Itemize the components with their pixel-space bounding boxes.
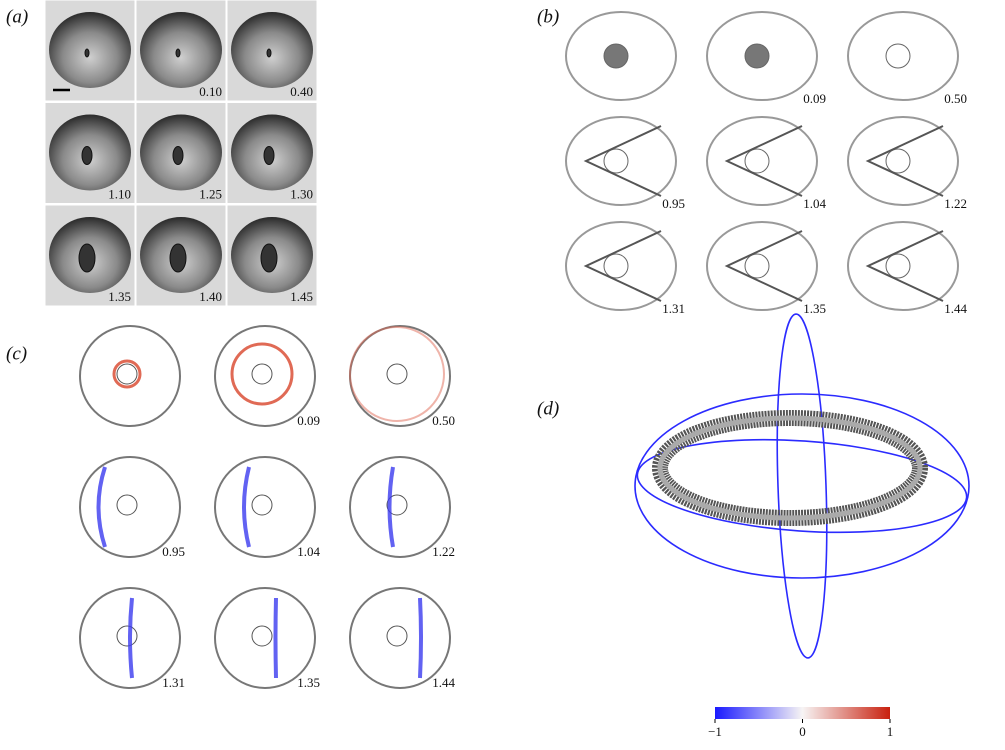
pressure-ring — [350, 327, 444, 421]
bubble — [252, 364, 272, 384]
bubble — [886, 254, 910, 278]
time-label: 1.40 — [199, 289, 222, 304]
shock-front — [868, 126, 943, 196]
panel-label: (c) — [6, 343, 27, 364]
time-label: 0.09 — [803, 91, 826, 106]
simulation-outline — [566, 117, 676, 205]
time-label: 0.50 — [432, 413, 455, 428]
bubble — [117, 364, 137, 384]
colorbar-tick-label: −1 — [708, 724, 722, 739]
time-label: 1.25 — [199, 186, 222, 201]
bubble — [176, 49, 180, 57]
vortex-ring-highlight — [660, 418, 920, 518]
simulation-outline — [707, 117, 817, 205]
bubble — [173, 147, 183, 165]
time-label: 1.22 — [432, 544, 455, 559]
time-label: 1.45 — [290, 289, 313, 304]
colorbar-tick-label: 0 — [799, 724, 806, 739]
simulation-outline — [215, 457, 315, 557]
colorbar — [715, 707, 890, 719]
time-label: 0.40 — [290, 84, 313, 99]
time-label: 1.31 — [162, 675, 185, 690]
time-label: 1.44 — [432, 675, 455, 690]
pressure-ring — [114, 361, 140, 387]
time-label: 1.35 — [297, 675, 320, 690]
time-label: 1.35 — [803, 301, 826, 316]
pressure-front — [276, 598, 277, 678]
colorbar-tick-label: 1 — [887, 724, 894, 739]
simulation-outline — [350, 457, 450, 557]
pressure-front — [244, 467, 249, 547]
bubble — [745, 149, 769, 173]
drop — [231, 12, 313, 88]
panel-label: (b) — [537, 6, 559, 27]
time-label: 0.10 — [199, 84, 222, 99]
time-label: 0.09 — [297, 413, 320, 428]
pressure-front — [420, 598, 421, 678]
simulation-outline — [848, 222, 958, 310]
simulation-outline — [80, 457, 180, 557]
simulation-outline — [350, 588, 450, 688]
bubble — [886, 44, 910, 68]
time-label: 1.31 — [662, 301, 685, 316]
simulation-outline — [707, 222, 817, 310]
simulation-outline — [215, 588, 315, 688]
bubble — [117, 495, 137, 515]
time-label: 0.95 — [662, 196, 685, 211]
simulation-outline — [848, 12, 958, 100]
bubble — [267, 49, 271, 57]
simulation-outline — [350, 326, 450, 426]
simulation-outline — [215, 326, 315, 426]
shock-front — [868, 231, 943, 301]
bubble — [252, 495, 272, 515]
bubble — [745, 254, 769, 278]
time-label: 1.44 — [944, 301, 967, 316]
bubble — [79, 244, 95, 272]
bubble — [745, 44, 769, 68]
simulation-outline — [80, 326, 180, 426]
pressure-front — [99, 467, 106, 547]
bubble — [117, 626, 137, 646]
drop — [140, 12, 222, 88]
bubble — [82, 147, 92, 165]
time-label: 1.22 — [944, 196, 967, 211]
pressure-ring — [232, 344, 292, 404]
drop — [49, 12, 131, 88]
time-label: 1.04 — [803, 196, 826, 211]
pressure-front — [390, 467, 394, 547]
bubble — [604, 149, 628, 173]
panel-label: (a) — [6, 6, 28, 27]
shock-front — [586, 231, 661, 301]
time-label: 1.04 — [297, 544, 320, 559]
panel-label: (d) — [537, 398, 559, 419]
time-label: 1.10 — [108, 186, 131, 201]
shock-front — [586, 126, 661, 196]
bubble — [886, 149, 910, 173]
figure: (a) (b) (c) (d) 0.10 0.40 1.10 1.25 1.30 1.35… — [0, 0, 1005, 750]
time-label: 0.50 — [944, 91, 967, 106]
pressure-front — [130, 598, 132, 678]
bubble — [604, 254, 628, 278]
shock-front — [727, 126, 802, 196]
bubble — [252, 626, 272, 646]
bubble — [264, 147, 274, 165]
bubble — [170, 244, 186, 272]
bubble — [85, 49, 89, 57]
time-label: 1.30 — [290, 186, 313, 201]
time-label: 1.35 — [108, 289, 131, 304]
bubble — [261, 244, 277, 272]
shock-front — [727, 231, 802, 301]
simulation-outline — [566, 222, 676, 310]
bubble — [387, 626, 407, 646]
bubble — [604, 44, 628, 68]
bubble — [387, 364, 407, 384]
time-label: 0.95 — [162, 544, 185, 559]
simulation-outline — [848, 117, 958, 205]
